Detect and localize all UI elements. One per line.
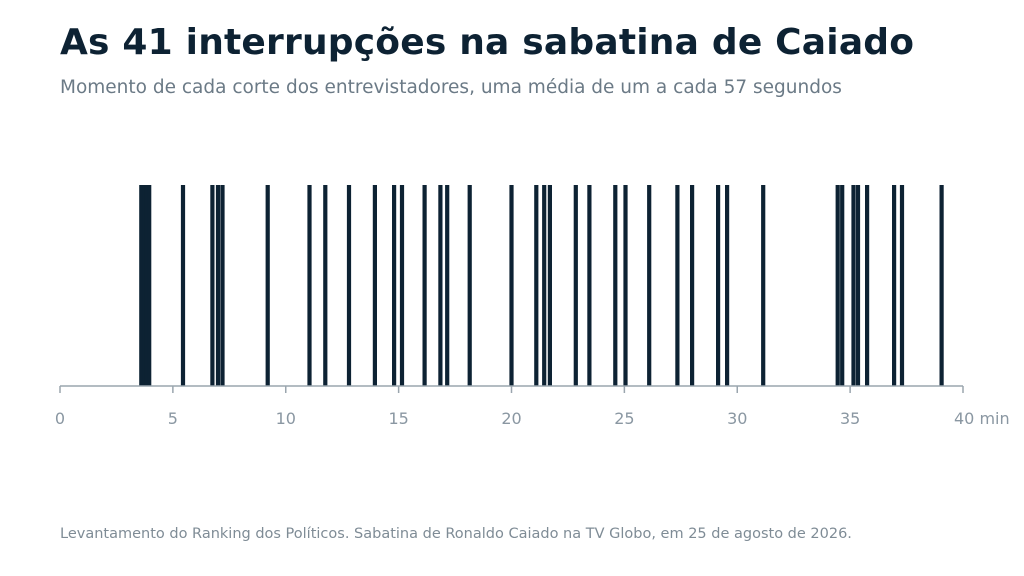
x-tick-label: 25 bbox=[614, 409, 634, 428]
chart-title: As 41 interrupções na sabatina de Caiado bbox=[60, 22, 915, 63]
interruption-bar bbox=[210, 185, 215, 386]
x-tick-label: 15 bbox=[388, 409, 408, 428]
interruption-bar bbox=[835, 185, 840, 386]
interruption-bar bbox=[215, 185, 221, 386]
interruption-bar bbox=[180, 185, 186, 386]
interruption-bar bbox=[323, 185, 328, 386]
x-tick-label: 30 bbox=[727, 409, 747, 428]
interruption-bar bbox=[647, 185, 652, 386]
interruption-bar bbox=[139, 185, 144, 386]
interruption-bar bbox=[613, 185, 618, 386]
x-tick-label: 40 min bbox=[954, 409, 1010, 428]
interruption-bar bbox=[851, 185, 856, 386]
x-tick-label: 35 bbox=[840, 409, 860, 428]
interruption-bar bbox=[509, 185, 514, 386]
interruption-bar bbox=[445, 185, 450, 386]
interruption-bar bbox=[855, 185, 861, 386]
interruption-bar bbox=[467, 185, 472, 386]
interruption-bar bbox=[865, 185, 870, 386]
interruption-bar bbox=[265, 185, 270, 386]
interruption-bar bbox=[220, 185, 225, 386]
interruption-bar bbox=[899, 185, 905, 386]
interruption-bar bbox=[399, 185, 405, 386]
interruption-bar bbox=[307, 185, 312, 386]
interruption-bar bbox=[542, 185, 547, 386]
interruption-bar bbox=[623, 185, 628, 386]
interruption-bar bbox=[438, 185, 443, 386]
interruption-bar bbox=[144, 185, 149, 386]
interruption-bar bbox=[690, 185, 695, 386]
interruption-bar bbox=[716, 185, 721, 386]
interruption-bar bbox=[147, 185, 152, 386]
interruption-bar bbox=[761, 185, 766, 386]
chart-subtitle: Momento de cada corte dos entrevistadore… bbox=[60, 77, 842, 98]
interruption-bar bbox=[142, 185, 147, 386]
interruption-bar bbox=[892, 185, 897, 386]
interruption-bar bbox=[573, 185, 578, 386]
interruption-bar bbox=[534, 185, 539, 386]
x-tick-label: 10 bbox=[276, 409, 296, 428]
interruption-bar bbox=[587, 185, 592, 386]
interruption-bar bbox=[840, 185, 845, 386]
x-tick-label: 20 bbox=[501, 409, 521, 428]
interruption-bar bbox=[939, 185, 944, 386]
x-axis-ticks: 0 5 10 15 20 25 30 35 40 min bbox=[55, 386, 1010, 428]
x-tick-label: 5 bbox=[168, 409, 178, 428]
bars-group bbox=[139, 185, 944, 386]
interruption-bar bbox=[346, 185, 352, 386]
interruption-bar bbox=[725, 185, 730, 386]
interruption-bar bbox=[422, 185, 427, 386]
interruption-bar bbox=[392, 185, 397, 386]
x-tick-label: 0 bbox=[55, 409, 65, 428]
interruption-bar bbox=[547, 185, 552, 386]
source-note: Levantamento do Ranking dos Políticos. S… bbox=[60, 526, 852, 542]
interruption-bar bbox=[372, 185, 377, 386]
interruption-bar bbox=[675, 185, 680, 386]
